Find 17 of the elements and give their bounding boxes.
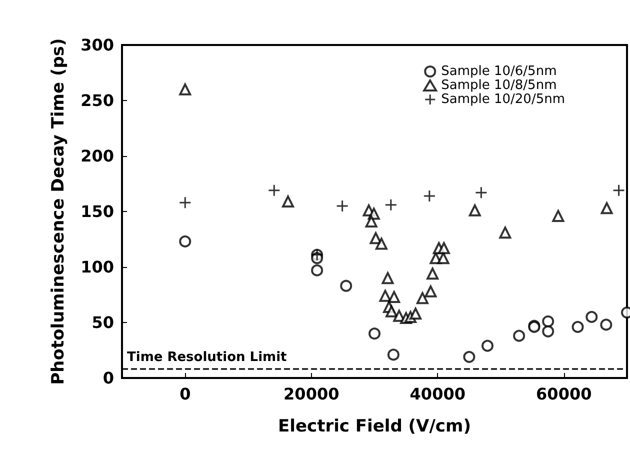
x-axis-title: Electric Field (V/cm) bbox=[278, 416, 471, 436]
y-tick-label: 50 bbox=[92, 313, 114, 332]
y-tick-label: 0 bbox=[102, 368, 114, 388]
x-tick-label: 40000 bbox=[410, 384, 466, 404]
x-tick-label: 20000 bbox=[284, 384, 340, 404]
legend-label: Sample 10/8/5nm bbox=[441, 78, 557, 93]
x-tick-label: 60000 bbox=[536, 384, 592, 404]
y-tick-label: 300 bbox=[80, 36, 114, 54]
y-tick-label: 200 bbox=[80, 146, 114, 166]
y-axis-title: Photoluminescence Decay Time (ps) bbox=[48, 38, 68, 385]
ref-line-label: Time Resolution Limit bbox=[127, 350, 287, 366]
y-tick-label: 100 bbox=[80, 258, 114, 276]
x-tick-label: 0 bbox=[180, 384, 191, 404]
legend-label: Sample 10/6/5nm bbox=[441, 64, 557, 79]
y-tick-label: 150 bbox=[80, 202, 114, 221]
y-tick-label: 250 bbox=[80, 91, 114, 110]
legend-label: Sample 10/20/5nm bbox=[441, 92, 566, 107]
